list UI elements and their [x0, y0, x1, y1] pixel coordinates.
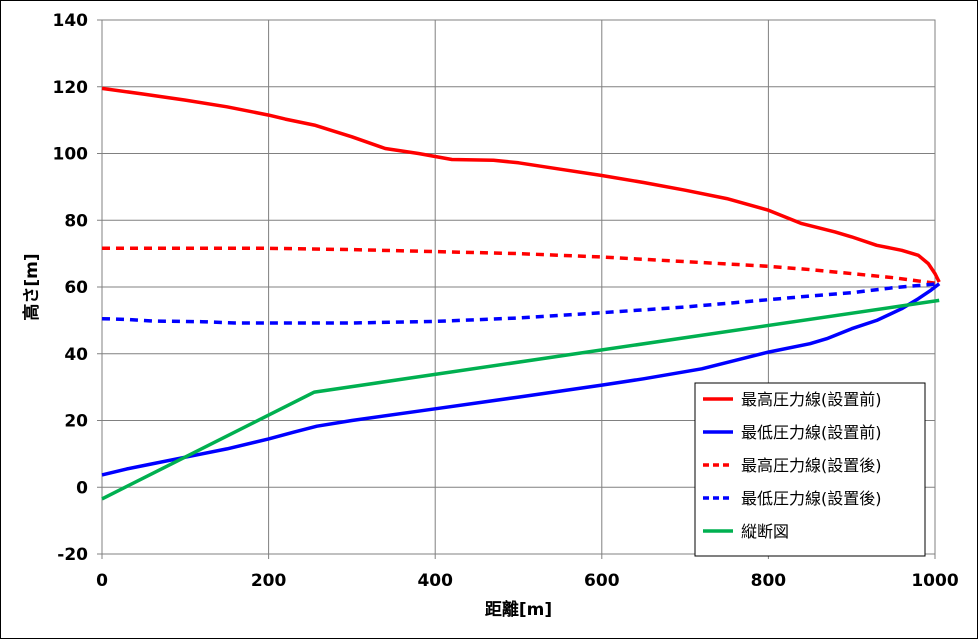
legend-label-2: 最高圧力線(設置後): [741, 456, 882, 475]
y-tick-label: 20: [64, 412, 88, 432]
y-tick-label: 0: [76, 478, 88, 498]
series-lines: [101, 86, 941, 501]
y-tick-label: 100: [53, 145, 89, 165]
legend-label-4: 縦断図: [741, 522, 789, 541]
series-line-3: [101, 281, 940, 325]
y-axis-title: 高さ[m]: [21, 253, 42, 320]
y-tick-label: 60: [64, 278, 88, 298]
x-axis-title: 距離[m]: [485, 599, 552, 620]
x-tick-label: 1000: [911, 571, 958, 591]
legend-label-0: 最高圧力線(設置前): [741, 390, 882, 409]
x-tick-label: 200: [251, 571, 287, 591]
y-tick-label: -20: [57, 545, 88, 565]
y-tick-label: 80: [64, 211, 88, 231]
legend-box: [694, 382, 926, 557]
series-line-2: [102, 246, 940, 286]
axes: -20 0 20 40 60 80 100 120 140 0 200 400 600 800 1000: [53, 11, 959, 591]
series-line-0: [101, 86, 941, 283]
x-tick-label: 400: [417, 571, 453, 591]
series-line-1: [101, 282, 941, 477]
legend-label-3: 最低圧力線(設置後): [741, 489, 882, 508]
x-tick-label: 600: [584, 571, 620, 591]
legend: 最高圧力線(設置前) 最低圧力線(設置前) 最高圧力線(設置後) 最低圧力線(設置後)…: [694, 382, 926, 557]
y-tick-label: 140: [53, 11, 89, 31]
series-line-4: [101, 298, 940, 501]
y-tick-label: 40: [64, 345, 88, 365]
legend-label-1: 最低圧力線(設置前): [741, 423, 882, 442]
x-tick-label: 0: [96, 571, 108, 591]
x-tick-label: 800: [751, 571, 787, 591]
y-tick-label: 120: [53, 78, 89, 98]
